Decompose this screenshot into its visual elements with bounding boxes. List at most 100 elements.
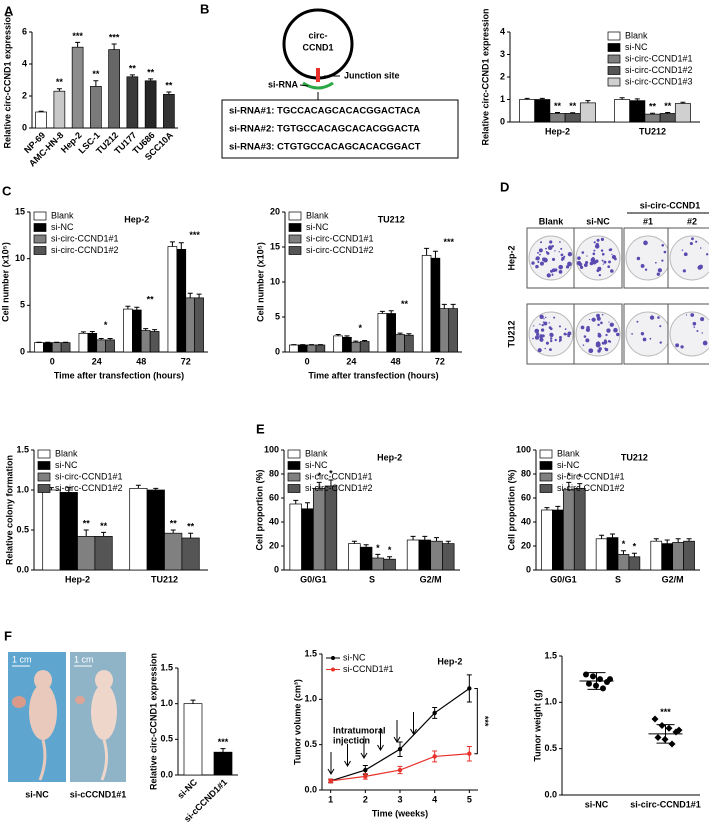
bar — [312, 488, 326, 571]
colony-dot — [548, 322, 550, 324]
error-bar — [686, 538, 692, 542]
x-tick-label: si-NC — [585, 799, 609, 809]
colony-dot — [549, 327, 553, 331]
error-bar — [631, 552, 637, 557]
colony-dot — [566, 266, 569, 269]
significance: * — [567, 471, 571, 481]
bar — [126, 76, 139, 129]
bar — [418, 539, 432, 571]
bar — [289, 503, 302, 571]
colony-dot — [590, 257, 596, 263]
chart: 0.0 0.5 1.0 1.5 Tumor weight (g) si-NC si-circ… — [532, 650, 700, 809]
legend-swatch — [607, 54, 621, 64]
colony-dot — [599, 269, 601, 271]
significance: * — [622, 539, 626, 549]
y-tick-label: 0.5 — [16, 524, 29, 534]
legend-label: si-NC — [625, 42, 648, 52]
error-bar — [166, 91, 172, 95]
colony-dot — [588, 348, 594, 354]
significance: * — [358, 323, 362, 333]
legend-label: si-circ-CCND1#2 — [625, 65, 693, 75]
x-tick-label: 72 — [181, 356, 191, 366]
legend-swatch — [539, 472, 553, 482]
bar — [87, 332, 98, 353]
colony-dot — [663, 250, 667, 254]
plate — [669, 235, 709, 281]
junction-mark — [316, 68, 320, 82]
legend-label: si-circ-CCND1#2 — [557, 483, 625, 493]
colony-dot — [610, 269, 614, 273]
significance: *** — [72, 31, 83, 41]
legend-label: si-NC — [305, 460, 328, 470]
colony-dot — [585, 327, 590, 332]
colony-dot — [601, 313, 604, 316]
bar — [315, 344, 326, 353]
error-bar — [220, 748, 226, 753]
point — [467, 751, 472, 756]
colony-dot — [691, 237, 694, 241]
colony-dot — [585, 338, 590, 343]
bar — [395, 334, 405, 353]
point — [397, 767, 403, 773]
error-bar — [397, 332, 403, 335]
colony-dot — [582, 344, 585, 346]
colony-dot — [695, 240, 698, 243]
bar — [213, 751, 233, 776]
mouse — [91, 684, 117, 740]
colony-dot — [683, 252, 688, 257]
colony-dot — [539, 334, 544, 339]
legend-label: Blank — [55, 448, 78, 458]
bar — [34, 342, 44, 353]
row-label: TU212 — [506, 320, 516, 347]
legend-swatch — [607, 31, 621, 41]
bar — [348, 543, 361, 571]
significance: ** — [170, 518, 178, 528]
bar — [333, 335, 343, 353]
column-label: si-NC — [586, 216, 610, 226]
legend-label: si-circ-CCND1#2 — [306, 245, 374, 255]
bar — [301, 508, 314, 571]
bar — [176, 248, 187, 353]
colony-dot — [606, 328, 611, 333]
panel-letter: C — [2, 183, 12, 198]
bar — [650, 540, 663, 571]
error-bar — [93, 80, 99, 87]
colony-dot — [544, 347, 546, 350]
legend-label: si-circ-CCND1#1 — [557, 471, 625, 481]
y-axis-label: Cell proportion (%) — [254, 470, 264, 551]
colony-dot — [701, 332, 703, 334]
legend-swatch — [539, 461, 553, 470]
colony-dot — [696, 329, 699, 332]
plate — [575, 235, 621, 281]
bar — [342, 336, 352, 353]
chart: 0 1 2 3 4 Relative circ-CCND1 expression Hep-2… — [480, 8, 700, 146]
legend-label: Blank — [51, 210, 74, 220]
mouse-photo: F 1 cm 1 cm si-NC si-cCCND1#1 — [4, 628, 126, 799]
colony-dot — [533, 325, 535, 327]
point — [600, 685, 606, 692]
error-bar — [570, 112, 576, 114]
error-bar — [653, 538, 659, 542]
legend-label: si-circ-CCND1#3 — [625, 76, 693, 86]
error-bar — [351, 540, 357, 544]
chart: 0 5 10 15 Cell number (x10⁵) C Hep-2 Time after… — [0, 183, 208, 380]
error-bar — [665, 112, 671, 114]
error-bar — [680, 101, 686, 104]
colony-dot — [692, 321, 697, 326]
colony-dot — [705, 253, 709, 256]
error-bar — [379, 310, 385, 314]
colony-dot — [597, 332, 600, 335]
legend-swatch — [37, 472, 51, 482]
legend-swatch — [287, 449, 301, 459]
colony-dot — [531, 261, 535, 265]
y-axis-label: Tumor volume (cm³) — [292, 679, 302, 765]
error-bar — [344, 335, 350, 338]
y-tick-label: 1.0 — [16, 484, 29, 494]
error-bar — [187, 292, 193, 298]
error-bar — [375, 553, 381, 558]
bar — [383, 558, 396, 571]
legend-label: Blank — [625, 30, 648, 40]
bar — [421, 255, 432, 353]
error-bar — [83, 529, 89, 537]
